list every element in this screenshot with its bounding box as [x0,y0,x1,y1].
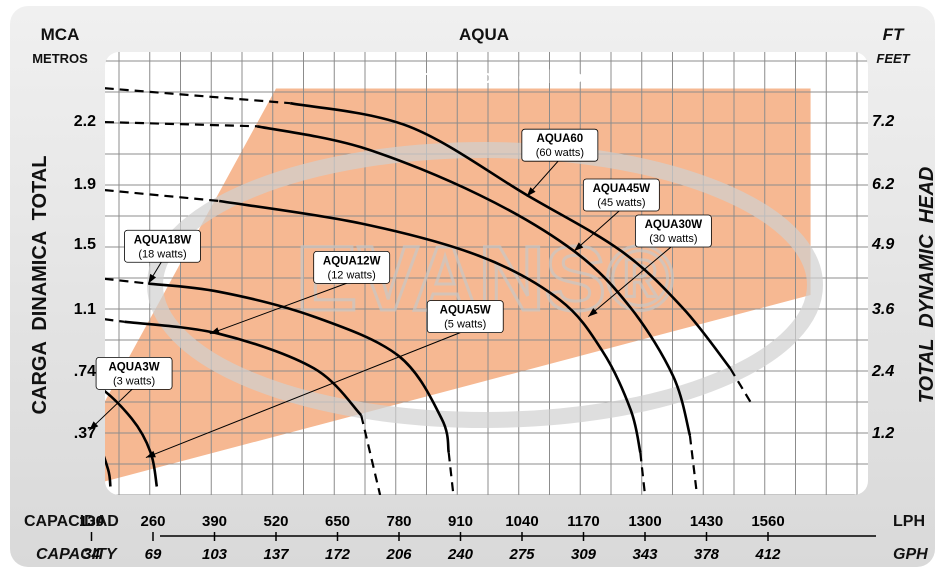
callout-box-aqua5w [426,300,504,334]
y-tick-ft: 6.2 [872,176,894,193]
y-tick-m: 2.2 [74,113,96,130]
x-axis-unit-bottom: LPH [893,513,925,530]
right-unit-top: FT [883,25,905,44]
x-tick-lph: 390 [202,513,227,530]
curve-aqua3w [105,406,112,487]
curve-aqua12w-dashed-start [105,308,125,323]
x-tick-gph: 69 [145,546,162,563]
x-tick-gph: 343 [632,546,658,563]
series-watts-aqua3w: (3 watts) [113,375,155,387]
callout-arrow-aqua18w [148,273,157,284]
y-tick-ft: 7.2 [872,113,894,130]
callout-arrow-aqua3w [89,421,99,431]
x-tick-lph: 1040 [505,513,538,530]
callout-line-aqua30w [587,244,674,317]
x-axis-label-bottom: CAPACIDAD [24,513,119,530]
curve-aqua12w [124,320,363,417]
x-tick-lph: 520 [263,513,288,530]
series-name-aqua5w: AQUA5W [440,305,491,317]
curve-aqua45w [256,125,692,436]
x-tick-lph: 1300 [628,513,661,530]
x-tick-lph: 650 [325,513,350,530]
x-tick-lph: 1560 [751,513,784,530]
curve-aqua18w [148,282,450,453]
series-watts-aqua45w: (45 watts) [597,197,645,209]
x-axis-unit-bottom2: GPH [893,546,928,563]
callout-arrow-aqua30w [588,307,598,317]
callout-arrow-aqua60 [526,187,536,197]
series-name-aqua12w: AQUA12W [323,255,381,267]
callout-line-aqua45w [573,208,622,252]
y-tick-m: 1.9 [74,176,96,193]
x-tick-gph: 34 [83,546,100,563]
y-tick-ft: 3.6 [872,301,894,318]
curve-aqua30w [218,199,642,453]
series-name-aqua3w: AQUA3W [109,361,160,373]
curve-aqua5w [105,361,159,487]
y-axis-label-right: TOTAL DYNAMIC HEAD [916,167,938,404]
callout-box-aqua3w [95,356,173,390]
y-tick-m: 1.5 [74,236,96,253]
series-watts-aqua12w: (12 watts) [328,269,376,281]
curve-aqua60-dashed-end [729,367,753,405]
x-tick-gph: 103 [202,546,228,563]
y-tick-m: .37 [74,425,96,442]
left-unit-bottom: METROS [32,51,88,66]
curve-aqua60-dashed-start [105,81,291,105]
series-watts-aqua30w: (30 watts) [649,233,697,245]
series-name-aqua18w: AQUA18W [134,234,192,246]
series-name-aqua45w: AQUA45W [593,183,651,195]
x-tick-gph: 137 [263,546,289,563]
right-unit-bottom: FEET [876,51,910,66]
curve-aqua18w-dashed-end [447,452,455,495]
curve-aqua60 [289,101,732,370]
y-tick-m: .74 [74,363,96,380]
callout-arrow-aqua5w [145,450,156,458]
series-name-aqua60: AQUA60 [537,133,584,145]
x-tick-gph: 206 [385,546,412,563]
y-tick-ft: 1.2 [872,425,894,442]
x-tick-lph: 910 [448,513,473,530]
callout-line-aqua3w [88,386,135,431]
y-tick-m: 1.1 [74,301,96,318]
callout-box-aqua45w [582,178,660,212]
x-tick-gph: 240 [447,546,474,563]
x-tick-gph: 378 [694,546,720,563]
x-tick-lph: 1430 [690,513,723,530]
curve-aqua45w-dashed-start [105,118,258,128]
callout-box-aqua30w [634,214,712,248]
curve-aqua30w-dashed-start [105,181,220,203]
y-tick-ft: 2.4 [871,363,894,380]
curve-aqua30w-dashed-end [639,452,647,495]
series-name-aqua30w: AQUA30W [645,219,703,231]
callout-line-aqua5w [145,330,466,459]
x-tick-gph: 412 [754,546,781,563]
callout-box-aqua60 [521,128,599,162]
series-watts-aqua60: (60 watts) [536,147,584,159]
x-tick-lph: 1170 [567,513,600,530]
y-tick-ft: 4.9 [871,236,894,253]
curve-aqua45w-dashed-end [688,435,699,495]
x-tick-gph: 309 [571,546,597,563]
y-axis-label-left: CARGA DINAMICA TOTAL [29,156,51,415]
callout-box-aqua18w [124,229,201,263]
callout-box-aqua12w [313,250,391,284]
chart-title: AQUA [459,25,509,44]
x-tick-lph: 780 [386,513,411,530]
x-axis-label-bottom2: CAPACITY [36,546,118,563]
x-tick-lph: 260 [140,513,165,530]
series-watts-aqua5w: (5 watts) [444,319,486,331]
left-unit-top: MCA [41,25,80,44]
curve-aqua12w-dashed-end [360,414,382,495]
callout-arrow-aqua12w [209,327,220,334]
recommended-range-label: Rango Recomendado [397,67,582,87]
x-tick-lph: 130 [79,513,104,530]
x-tick-gph: 172 [325,546,351,563]
series-watts-aqua18w: (18 watts) [138,248,186,260]
x-tick-gph: 275 [508,546,535,563]
callout-arrow-aqua45w [574,242,584,252]
callout-line-aqua12w [209,280,352,335]
